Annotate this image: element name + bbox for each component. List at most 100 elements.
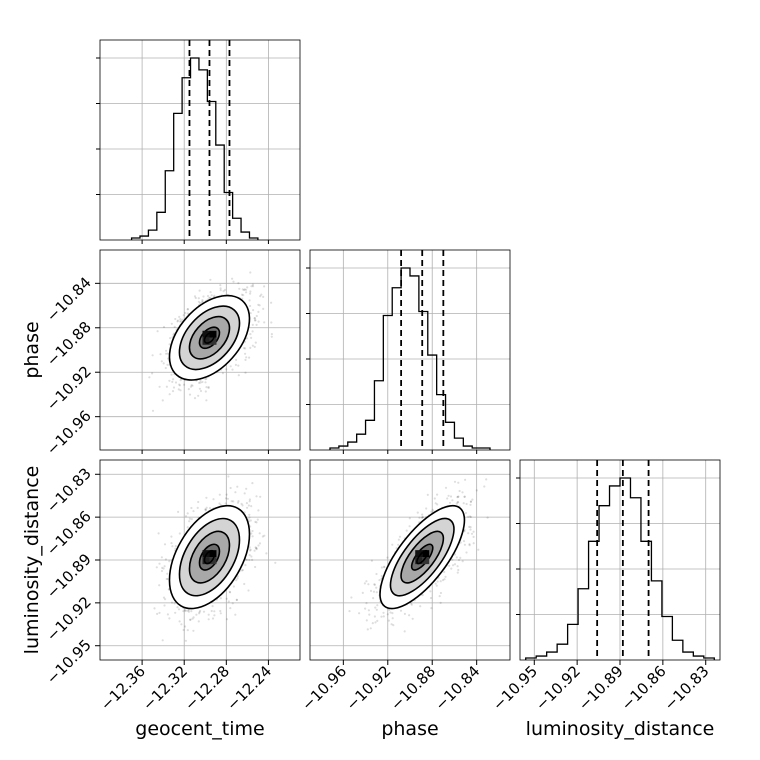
sample-point	[210, 609, 213, 613]
sample-point	[449, 495, 453, 498]
x-tick-label-phase: −10.92	[343, 662, 395, 714]
sample-point	[219, 289, 222, 292]
sample-point	[209, 296, 212, 299]
sample-point	[465, 551, 468, 554]
sample-point	[383, 565, 386, 568]
sample-point	[370, 559, 373, 562]
sample-point	[162, 596, 166, 599]
sample-point	[444, 575, 447, 578]
sample-point	[375, 591, 378, 594]
sample-point	[464, 478, 467, 481]
sample-point	[241, 288, 244, 291]
sample-point	[421, 513, 424, 516]
sample-point	[204, 509, 207, 512]
sample-point	[158, 611, 161, 615]
x-tick-label-luminosity_distance: −10.83	[661, 662, 713, 714]
sample-point	[172, 378, 175, 381]
sample-point	[270, 335, 273, 338]
sample-point	[410, 603, 413, 606]
sample-point	[421, 516, 424, 519]
sample-point	[163, 543, 167, 546]
sample-point	[380, 574, 383, 578]
sample-point	[463, 543, 466, 546]
sample-point	[248, 513, 251, 516]
sample-point	[369, 589, 373, 593]
sample-point	[398, 535, 402, 538]
density-peak-cell	[202, 557, 210, 565]
sample-point	[199, 381, 202, 384]
y-axis-label-phase: phase	[21, 321, 43, 378]
sample-point	[190, 384, 193, 387]
sample-point	[468, 515, 472, 518]
sample-point	[456, 495, 460, 498]
sample-point	[232, 500, 235, 503]
sample-point	[172, 386, 176, 389]
sample-point	[408, 517, 411, 520]
sample-point	[265, 552, 268, 555]
sample-point	[177, 510, 180, 513]
sample-point	[201, 300, 204, 303]
sample-point	[197, 500, 200, 504]
sample-point	[158, 584, 161, 587]
sample-point	[397, 538, 400, 541]
sample-point	[245, 291, 248, 294]
sample-point	[225, 618, 229, 621]
y-tick-label-luminosity_distance: −10.86	[43, 507, 95, 559]
sample-point	[254, 546, 257, 549]
sample-point	[249, 346, 252, 349]
sample-point	[260, 293, 263, 296]
sample-point	[207, 613, 210, 616]
sample-point	[188, 520, 191, 523]
sample-point	[270, 333, 273, 336]
sample-point	[166, 613, 169, 616]
sample-point	[371, 622, 374, 625]
sample-point	[224, 502, 227, 505]
sample-point	[403, 612, 406, 616]
sample-point	[236, 485, 239, 488]
sample-point	[235, 358, 238, 361]
sample-point	[164, 558, 167, 561]
sample-point	[162, 325, 166, 329]
sample-point	[184, 609, 187, 612]
sample-point	[378, 579, 381, 582]
sample-point	[151, 354, 154, 357]
sample-point	[472, 530, 475, 533]
sample-point	[235, 598, 238, 602]
sample-point	[468, 525, 471, 529]
sample-point	[374, 606, 377, 609]
density-peak-cell	[209, 337, 217, 345]
sample-point	[253, 319, 257, 322]
sample-point	[205, 377, 208, 380]
sample-point	[188, 517, 191, 520]
sample-point	[462, 540, 466, 543]
sample-point	[255, 495, 258, 498]
sample-point	[219, 609, 222, 613]
y-axis-label-luminosity_distance: luminosity_distance	[21, 466, 43, 655]
sample-point	[211, 605, 214, 608]
sample-point	[390, 623, 393, 626]
sample-point	[365, 602, 368, 605]
sample-point	[231, 602, 234, 605]
sample-point	[429, 596, 433, 600]
sample-point	[205, 399, 208, 402]
sample-point	[244, 371, 247, 374]
sample-point	[199, 301, 202, 305]
sample-point	[161, 399, 164, 402]
density-peak-cell	[415, 557, 423, 565]
sample-point	[197, 297, 200, 300]
sample-point	[166, 352, 169, 355]
sample-point	[189, 618, 192, 621]
sample-point	[462, 502, 465, 505]
sample-point	[165, 349, 168, 352]
sample-point	[180, 623, 183, 626]
sample-point	[249, 271, 252, 274]
sample-point	[178, 532, 181, 535]
sample-point	[222, 290, 225, 293]
sample-point	[178, 383, 181, 386]
y-tick-label-luminosity_distance: −10.95	[43, 636, 95, 688]
density-peak-cell	[209, 330, 217, 338]
sample-point	[245, 487, 248, 490]
sample-point	[237, 374, 240, 377]
sample-point	[274, 561, 277, 564]
sample-point	[456, 565, 459, 568]
